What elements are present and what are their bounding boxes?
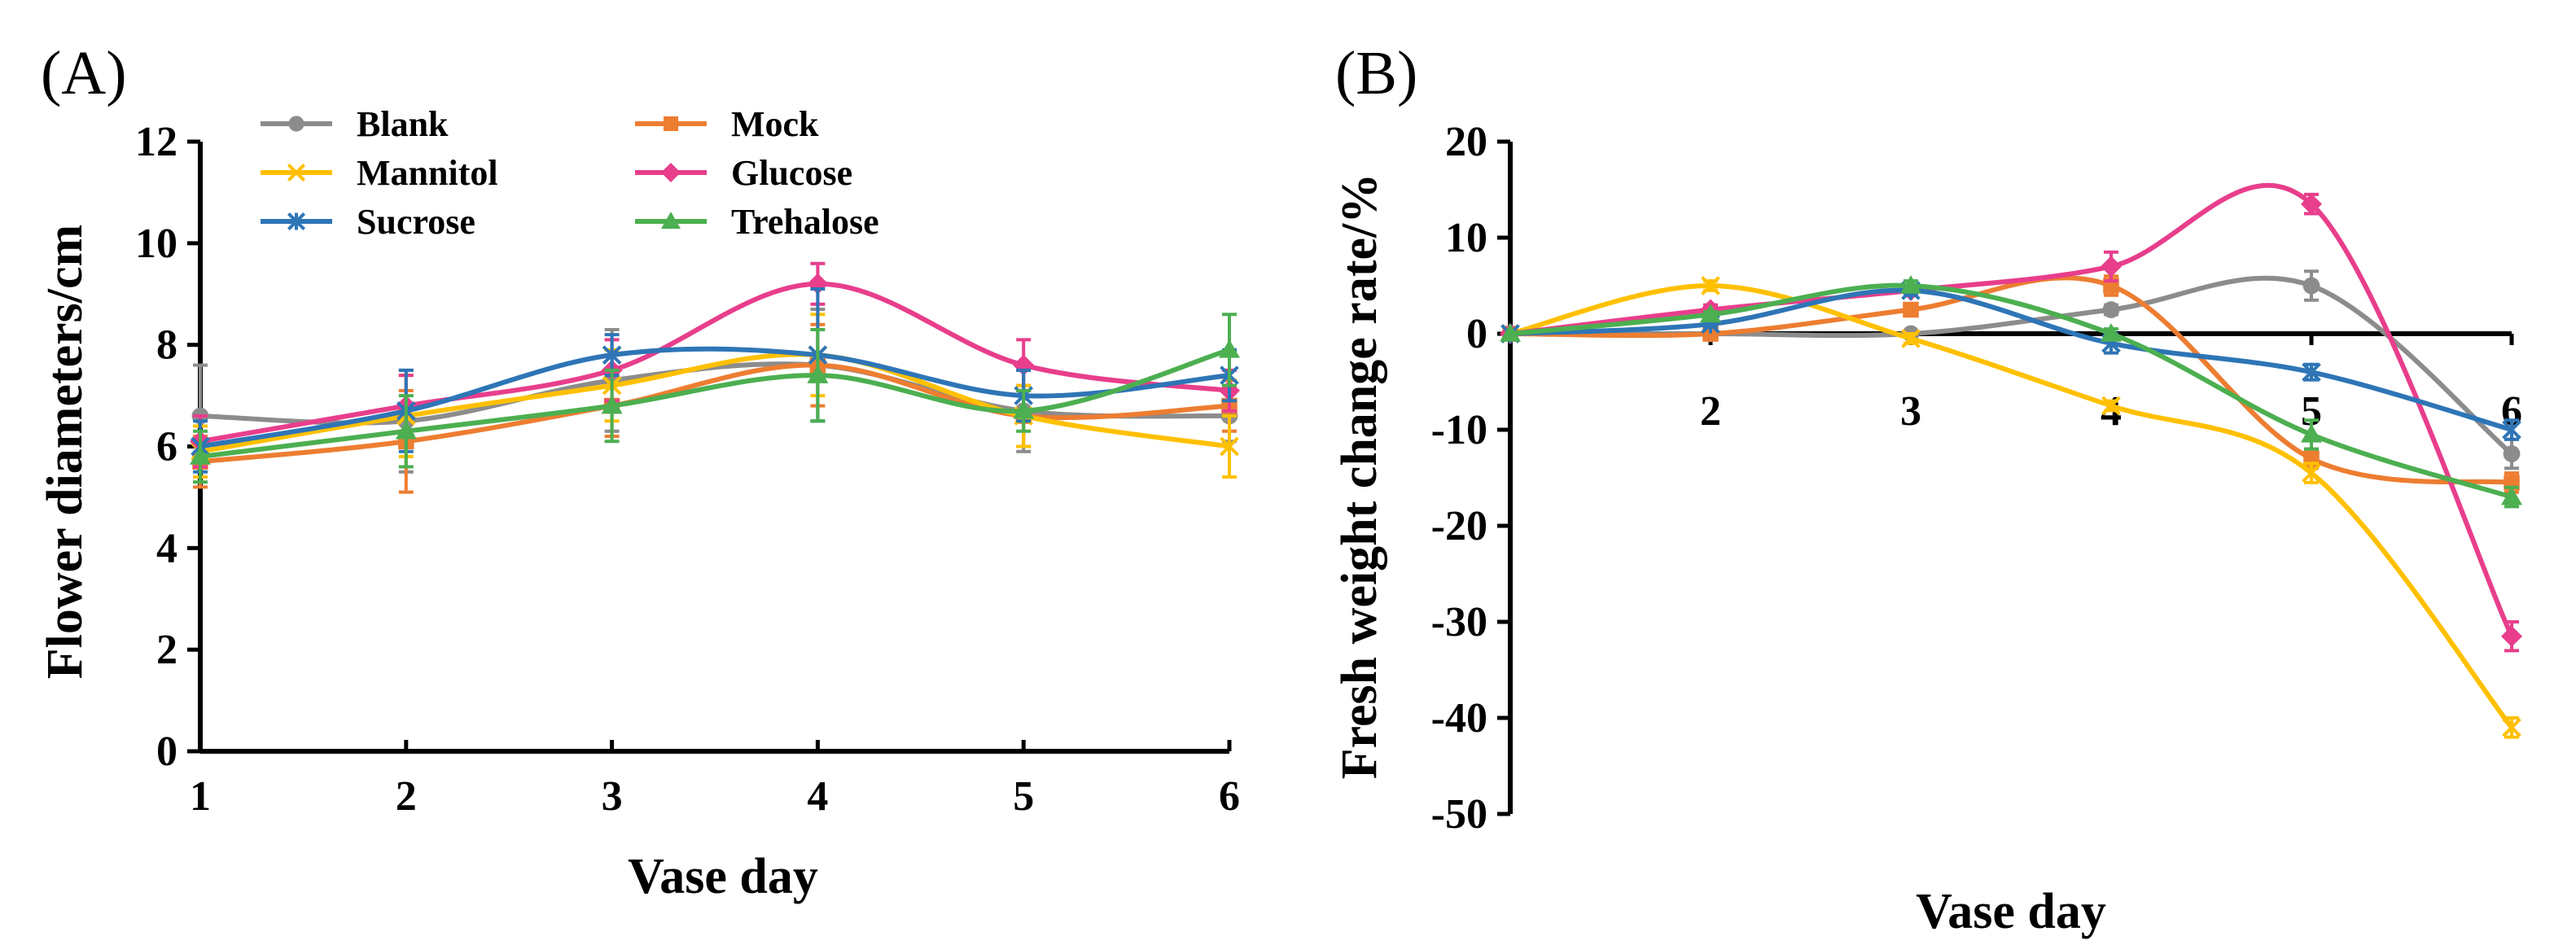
panel-a-ylabel: Flower diameters/cm <box>37 225 93 679</box>
x-tick-label: 6 <box>1219 773 1240 820</box>
y-tick-label: 8 <box>156 322 177 369</box>
data-point <box>190 445 211 465</box>
x-tick-label: 2 <box>396 773 417 820</box>
y-tick-label: 10 <box>1445 215 1487 261</box>
y-tick-label: -40 <box>1431 695 1487 742</box>
y-tick-label: 12 <box>135 119 177 165</box>
series-line-trehalose <box>1509 282 2512 500</box>
data-point <box>2302 362 2321 383</box>
data-point <box>395 420 417 440</box>
data-point <box>602 345 622 365</box>
data-point <box>2502 420 2521 440</box>
y-tick-label: 20 <box>1445 119 1487 165</box>
series-mannitol <box>1500 276 2521 739</box>
data-point <box>1903 301 1919 318</box>
x-tick-label: 2 <box>1700 388 1721 435</box>
series-trehalose <box>1500 275 2522 509</box>
data-point <box>2102 301 2120 318</box>
series-line-mannitol <box>1509 282 2514 729</box>
data-point <box>2501 625 2522 647</box>
legend-marker <box>287 163 306 182</box>
data-point <box>601 395 623 414</box>
data-point <box>2101 396 2121 416</box>
data-point <box>1900 275 1921 294</box>
data-point <box>1219 339 1240 358</box>
legend-marker <box>661 212 681 229</box>
legend-label: Sucrose <box>357 202 475 242</box>
legend-label: Blank <box>357 104 449 144</box>
data-point <box>1013 400 1035 419</box>
data-point <box>2101 256 2122 278</box>
data-point <box>2302 463 2321 483</box>
data-point <box>1220 436 1239 457</box>
panel-b-xlabel: Vase day <box>1916 884 2106 939</box>
x-tick-label: 1 <box>190 773 211 820</box>
series-line-trehalose <box>199 348 1230 459</box>
data-point <box>807 365 829 383</box>
y-tick-label: 2 <box>156 627 177 673</box>
x-tick-label: 3 <box>1900 388 1921 435</box>
data-point <box>2101 323 2122 342</box>
data-point <box>2501 486 2522 505</box>
series-line-sucrose <box>199 346 1230 449</box>
legend-marker <box>661 163 681 182</box>
series-line-blank <box>199 361 1230 426</box>
legend-marker <box>664 116 678 131</box>
y-tick-label: 4 <box>156 525 177 571</box>
y-tick-label: 0 <box>156 728 177 775</box>
y-tick-label: 10 <box>135 221 177 267</box>
series-sucrose <box>1500 281 2521 441</box>
data-point <box>2301 193 2322 215</box>
y-tick-label: 6 <box>156 424 177 470</box>
y-tick-label: -20 <box>1431 503 1487 549</box>
data-point <box>2503 445 2521 462</box>
y-tick-label: -30 <box>1431 599 1487 645</box>
x-tick-label: 4 <box>807 773 828 820</box>
y-tick-label: -10 <box>1431 407 1487 453</box>
data-point <box>1700 304 1721 323</box>
panel-a-xlabel: Vase day <box>628 849 818 904</box>
series-line-glucose <box>199 281 1230 444</box>
legend-label: Mock <box>731 104 819 144</box>
legend-label: Trehalose <box>731 202 879 242</box>
series-line-mannitol <box>199 352 1230 454</box>
data-point <box>2502 717 2521 737</box>
legend-label: Mannitol <box>357 153 498 193</box>
data-point <box>2301 423 2322 443</box>
series-glucose <box>1500 182 2522 653</box>
series-line-mock <box>199 362 1230 465</box>
series-line-glucose <box>1509 182 2514 637</box>
series-line-blank <box>1510 275 2513 456</box>
legend-label: Glucose <box>731 153 852 193</box>
x-tick-label: 5 <box>1013 773 1034 820</box>
data-point <box>1500 323 1521 342</box>
panel-a-label: (A) <box>41 39 127 107</box>
data-point <box>1701 276 1720 295</box>
x-tick-label: 3 <box>602 773 623 820</box>
legend: Blank Mock Mannitol Glucose Sucrose Trehalose <box>261 104 879 242</box>
y-tick-label: -50 <box>1431 791 1487 838</box>
panel-b-label: (B) <box>1335 39 1417 107</box>
data-point <box>1901 329 1921 348</box>
data-point <box>2302 277 2320 295</box>
legend-marker <box>287 212 306 231</box>
series-line-sucrose <box>1509 287 2512 432</box>
series-trehalose <box>190 313 1240 484</box>
y-tick-label: 0 <box>1466 311 1487 357</box>
legend-marker <box>288 116 304 132</box>
panel-b-ylabel: Fresh weight change rate/% <box>1332 173 1387 779</box>
